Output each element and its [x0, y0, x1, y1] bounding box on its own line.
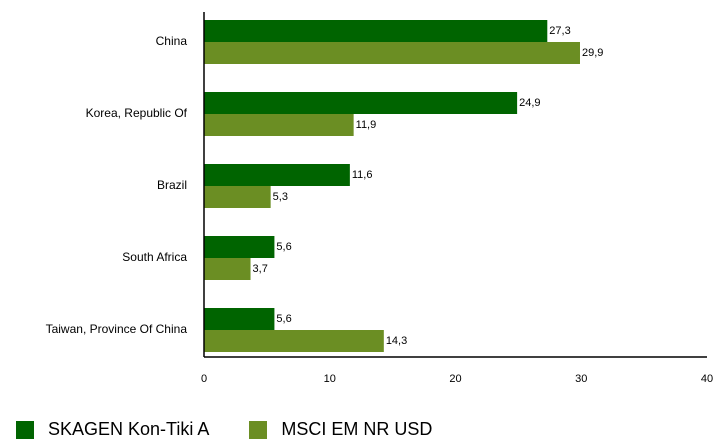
bar-series-2 — [204, 258, 251, 280]
data-label: 27,3 — [549, 25, 570, 37]
bar-chart: 27,3 29,9 24,9 11,9 11,6 5,3 5,6 3,7 5,6 14,3 Chi… — [46, 12, 713, 385]
category-label: Brazil — [157, 178, 187, 192]
bar-series-1 — [204, 20, 548, 42]
legend-item-series-2: MSCI EM NR USD — [249, 419, 432, 440]
data-label: 5,3 — [273, 191, 288, 203]
legend: SKAGEN Kon-Tiki A MSCI EM NR USD — [16, 419, 472, 440]
bar-series-1 — [204, 92, 518, 114]
legend-item-series-1: SKAGEN Kon-Tiki A — [16, 419, 209, 440]
legend-label-series-1: SKAGEN Kon-Tiki A — [48, 419, 210, 439]
data-label: 5,6 — [276, 313, 291, 325]
category-label: South Africa — [122, 250, 187, 264]
data-label: 24,9 — [519, 97, 540, 109]
data-label: 11,6 — [352, 169, 373, 181]
x-tick-label: 20 — [449, 373, 461, 385]
bar-series-2 — [204, 114, 354, 136]
x-tick-label: 40 — [701, 373, 713, 385]
x-tick-label: 30 — [575, 373, 587, 385]
data-label: 5,6 — [276, 241, 291, 253]
legend-swatch-series-2 — [249, 420, 268, 439]
category-label: China — [156, 34, 188, 48]
category-label: Taiwan, Province Of China — [46, 322, 188, 336]
legend-label-series-2: MSCI EM NR USD — [281, 419, 433, 439]
bars-group: 27,3 29,9 24,9 11,9 11,6 5,3 5,6 3,7 5,6 14,3 — [204, 20, 603, 352]
data-label: 3,7 — [253, 263, 268, 275]
bar-series-1 — [204, 308, 275, 330]
data-label: 11,9 — [356, 119, 377, 131]
x-tick-label: 10 — [324, 373, 336, 385]
category-label: Korea, Republic Of — [86, 106, 188, 120]
data-label: 14,3 — [386, 335, 407, 347]
legend-swatch-series-1 — [16, 420, 34, 439]
axes-group: China Korea, Republic Of Brazil South Afric… — [46, 12, 713, 385]
bar-series-1 — [204, 164, 350, 186]
x-tick-label: 0 — [201, 373, 207, 385]
bar-series-2 — [204, 42, 580, 64]
bar-series-2 — [204, 186, 271, 208]
bar-series-1 — [204, 236, 275, 258]
data-label: 29,9 — [582, 47, 603, 59]
bar-series-2 — [204, 330, 384, 352]
